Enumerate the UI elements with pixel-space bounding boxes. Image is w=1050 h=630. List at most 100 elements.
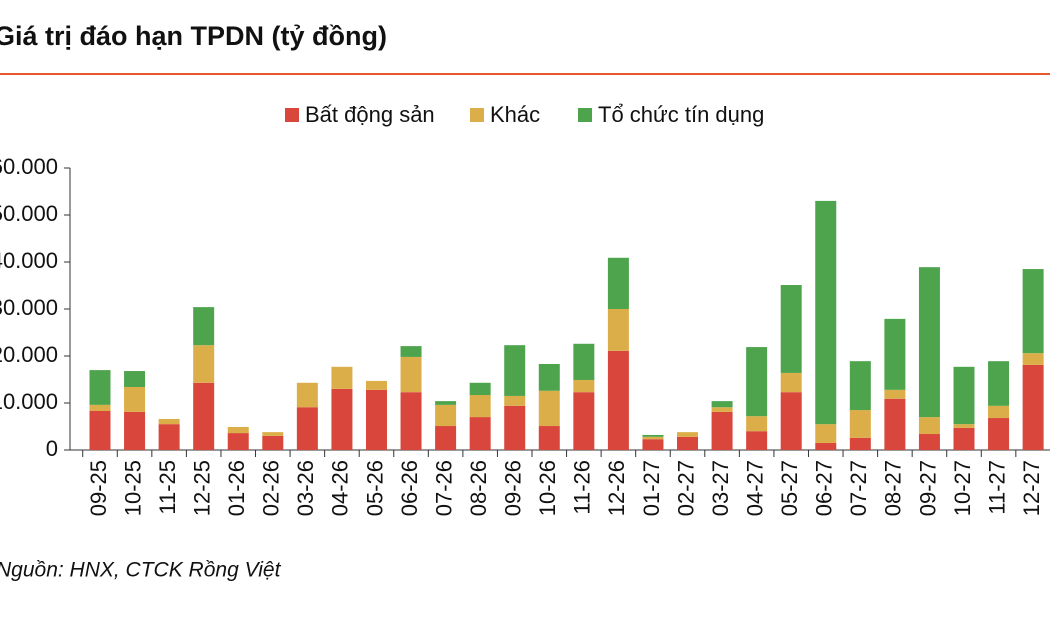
y-tick-label: 20.000 xyxy=(0,342,58,367)
x-tick-label: 10-25 xyxy=(120,460,145,516)
bar-segment xyxy=(227,426,249,434)
bar-segment xyxy=(1022,269,1044,354)
bar-segment xyxy=(953,427,975,450)
bar-segment xyxy=(607,350,629,450)
x-tick-label: 11-27 xyxy=(984,460,1009,515)
bar-segment xyxy=(815,200,837,425)
legend-swatch xyxy=(285,108,299,122)
bar-segment xyxy=(124,387,146,412)
bar-segment xyxy=(504,395,526,406)
x-tick-label: 07-27 xyxy=(846,460,871,516)
x-tick-label: 11-25 xyxy=(155,460,180,515)
bar-segment xyxy=(573,392,595,450)
bar-segment xyxy=(988,405,1010,419)
bar-segment xyxy=(918,267,940,418)
bar-segment xyxy=(780,285,802,373)
y-tick-label: 30.000 xyxy=(0,295,58,320)
x-tick-label: 09-25 xyxy=(86,460,111,516)
bar-segment xyxy=(158,424,180,450)
bar-segment xyxy=(504,345,526,396)
x-tick-label: 07-26 xyxy=(431,460,456,516)
x-tick-label: 04-27 xyxy=(742,460,767,516)
bar-segment xyxy=(538,390,560,427)
bar-segment xyxy=(435,404,457,427)
bar-segment xyxy=(400,346,422,357)
bar-segment xyxy=(1022,353,1044,365)
bar-segment xyxy=(1022,364,1044,450)
y-tick-label: 60.000 xyxy=(0,154,58,179)
x-tick-label: 12-26 xyxy=(604,460,629,516)
chart-title: Giá trị đáo hạn TPDN (tỷ đồng) xyxy=(0,21,387,51)
x-tick-label: 12-25 xyxy=(189,460,214,516)
legend-label: Khác xyxy=(490,102,540,127)
bar-segment xyxy=(711,407,733,412)
legend-swatch xyxy=(578,108,592,122)
bar-segment xyxy=(504,405,526,450)
legend-swatch xyxy=(470,108,484,122)
bar-segment xyxy=(573,379,595,393)
bar-segment xyxy=(677,432,699,437)
y-tick-label: 50.000 xyxy=(0,201,58,226)
bar-segment xyxy=(365,380,387,390)
bar-segment xyxy=(746,431,768,450)
bar-segment xyxy=(607,309,629,351)
bar-segment xyxy=(365,389,387,450)
x-tick-label: 09-26 xyxy=(501,460,526,516)
y-tick-label: 0 xyxy=(46,436,58,461)
x-tick-label: 03-26 xyxy=(293,460,318,516)
bar-segment xyxy=(642,434,664,437)
source-note: Nguồn: HNX, CTCK Rồng Việt xyxy=(0,559,282,582)
bar-segment xyxy=(469,395,491,418)
x-tick-label: 08-27 xyxy=(881,460,906,516)
y-tick-label: 40.000 xyxy=(0,248,58,273)
bar-segment xyxy=(262,435,284,450)
bar-segment xyxy=(849,361,871,411)
bar-segment xyxy=(193,307,215,346)
bar-segment xyxy=(642,436,664,440)
x-tick-label: 01-27 xyxy=(639,460,664,516)
bar-segment xyxy=(884,318,906,390)
y-tick-label: 10.000 xyxy=(0,389,58,414)
bar-segment xyxy=(573,343,595,380)
bar-segment xyxy=(815,424,837,443)
x-tick-label: 12-27 xyxy=(1019,460,1044,516)
bar-segment xyxy=(849,437,871,450)
bar-segment xyxy=(538,426,560,450)
x-tick-label: 02-26 xyxy=(259,460,284,516)
bar-segment xyxy=(988,361,1010,406)
x-tick-label: 10-27 xyxy=(950,460,975,516)
bar-segment xyxy=(849,410,871,438)
legend-label: Bất động sản xyxy=(305,102,435,127)
bar-segment xyxy=(953,366,975,425)
x-tick-label: 10-26 xyxy=(535,460,560,516)
bar-segment xyxy=(158,418,180,425)
bar-segment xyxy=(538,363,560,391)
bar-segment xyxy=(227,433,249,450)
x-tick-label: 01-26 xyxy=(224,460,249,516)
bar-segment xyxy=(400,356,422,393)
bar-segment xyxy=(884,398,906,450)
bar-segment xyxy=(435,401,457,405)
x-tick-label: 05-27 xyxy=(777,460,802,516)
x-tick-label: 06-27 xyxy=(812,460,837,516)
bar-segment xyxy=(400,392,422,450)
bar-segment xyxy=(746,416,768,432)
bar-segment xyxy=(953,424,975,428)
bar-segment xyxy=(746,347,768,417)
bar-segment xyxy=(988,418,1010,450)
bar-segment xyxy=(331,388,353,450)
bar-segment xyxy=(124,411,146,450)
bar-segment xyxy=(89,410,111,450)
legend-label: Tổ chức tín dụng xyxy=(598,102,764,127)
bar-segment xyxy=(296,407,318,450)
bar-segment xyxy=(780,392,802,450)
x-tick-label: 03-27 xyxy=(708,460,733,516)
bar-segment xyxy=(677,436,699,450)
bar-segment xyxy=(918,417,940,435)
bar-segment xyxy=(815,442,837,450)
bar-segment xyxy=(296,382,318,408)
bar-segment xyxy=(89,404,111,411)
x-tick-label: 02-27 xyxy=(673,460,698,516)
bar-segment xyxy=(918,434,940,450)
x-tick-label: 04-26 xyxy=(328,460,353,516)
